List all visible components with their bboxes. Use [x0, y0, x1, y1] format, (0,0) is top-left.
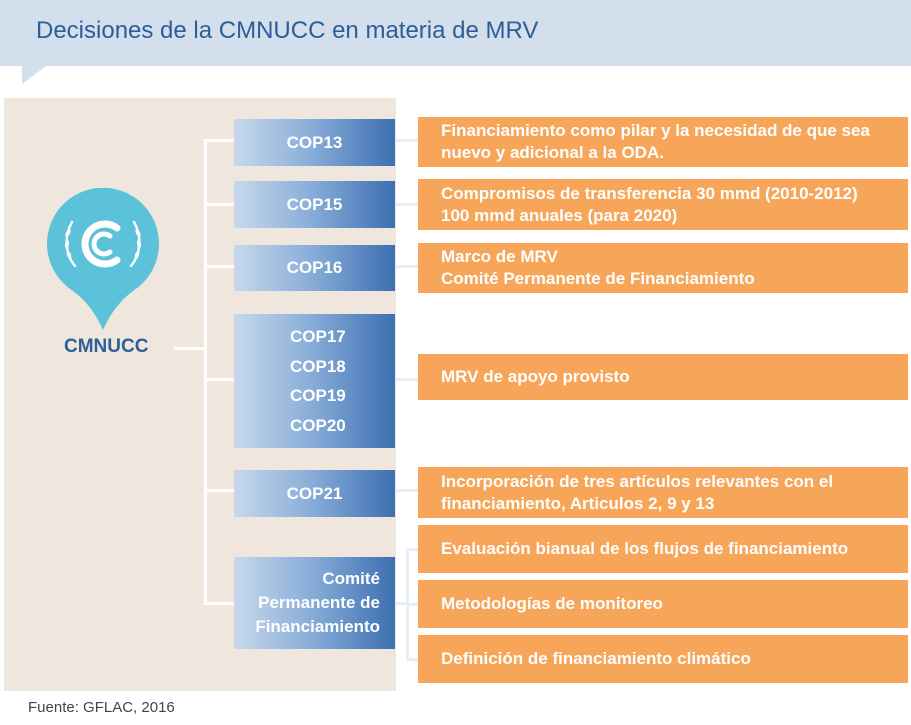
cop-box-cop13: COP13: [234, 119, 395, 166]
unfccc-logo-icon: [47, 188, 159, 330]
cop-label: COP19: [290, 386, 346, 405]
connector-branch-cop13: [204, 139, 234, 142]
cop-label: COP20: [290, 415, 346, 435]
connector-cop21-box: [395, 489, 418, 492]
cop-label: COP21: [286, 483, 343, 503]
connector-branch-comite: [204, 602, 234, 605]
decision-text-line: financiamiento, Articulos 2, 9 y 13: [441, 493, 715, 513]
connector-comite-item-1: [406, 548, 418, 551]
connector-comite-stub: [395, 602, 408, 605]
connector-cop17-20-box: [395, 378, 418, 381]
header-banner: [0, 0, 911, 66]
connector-cop13-box: [395, 139, 418, 142]
cop-label: COP18: [290, 356, 346, 376]
connector-cop16-box: [395, 265, 418, 268]
decision-text-line: Compromisos de transferencia 30 mmd (201…: [441, 183, 858, 203]
cop-box-cop15: COP15: [234, 181, 395, 228]
connector-branch-cop21: [204, 489, 234, 492]
connector-branch-cop15: [204, 203, 234, 206]
cop-label: COP13: [286, 132, 343, 152]
cop-label: COP16: [286, 258, 343, 277]
decision-box-cop17-20: MRV de apoyo provisto: [418, 354, 908, 400]
decision-box-cop15: Compromisos de transferencia 30 mmd (201…: [418, 179, 908, 230]
connector-branch-cop17-20: [204, 378, 234, 381]
decision-box-cop21: Incorporación de tres artículos relevant…: [418, 467, 908, 518]
decision-text-line: Marco de MRV: [441, 247, 558, 266]
connector-org-trunk: [174, 347, 206, 350]
decision-box-cop13: Financiamiento como pilar y la necesidad…: [418, 117, 908, 167]
decision-box-comite-item-3: Definición de financiamiento climático: [418, 635, 908, 683]
connector-cop15-box: [395, 203, 418, 206]
decision-text-line: nuevo y adicional a la ODA.: [441, 143, 664, 162]
cop-box-comite: Comité Permanente de Financiamiento: [234, 557, 395, 649]
decision-text-line: Financiamiento como pilar y la necesidad…: [441, 121, 870, 140]
decision-box-comite-item-1: Evaluación bianual de los flujos de fina…: [418, 525, 908, 573]
decision-box-comite-item-2: Metodologías de monitoreo: [418, 580, 908, 628]
decision-text-line: Incorporación de tres artículos relevant…: [441, 471, 834, 491]
decision-text-line: Evaluación bianual de los flujos de fina…: [441, 539, 849, 558]
banner-pointer: [22, 66, 46, 84]
cop-label: COP17: [290, 327, 346, 346]
cop-label: COP15: [286, 194, 343, 214]
cop-label: Permanente de: [258, 593, 380, 612]
decision-box-cop16: Marco de MRV Comité Permanente de Financ…: [418, 243, 908, 293]
page-title: Decisiones de la CMNUCC en materia de MR…: [36, 17, 539, 44]
decision-text-line: Comité Permanente de Financiamiento: [441, 269, 755, 288]
connector-comite-item-3: [406, 658, 418, 661]
cop-box-cop17-20: COP17 COP18 COP19 COP20: [234, 314, 395, 448]
connector-trunk: [204, 139, 207, 605]
decision-text-line: 100 mmd anuales (para 2020): [441, 205, 678, 225]
decision-text-line: Metodologías de monitoreo: [441, 594, 663, 613]
decision-text-line: Definición de financiamiento climático: [441, 649, 751, 668]
cop-box-cop16: COP16: [234, 245, 395, 291]
connector-branch-cop16: [204, 265, 234, 268]
cop-label: Comité: [322, 569, 380, 588]
cop-box-cop21: COP21: [234, 470, 395, 517]
cop-label: Financiamiento: [255, 617, 380, 636]
org-label: CMNUCC: [64, 336, 149, 357]
decision-text-line: MRV de apoyo provisto: [441, 367, 630, 386]
connector-comite-item-2: [406, 603, 418, 606]
source-note: Fuente: GFLAC, 2016: [28, 699, 175, 716]
